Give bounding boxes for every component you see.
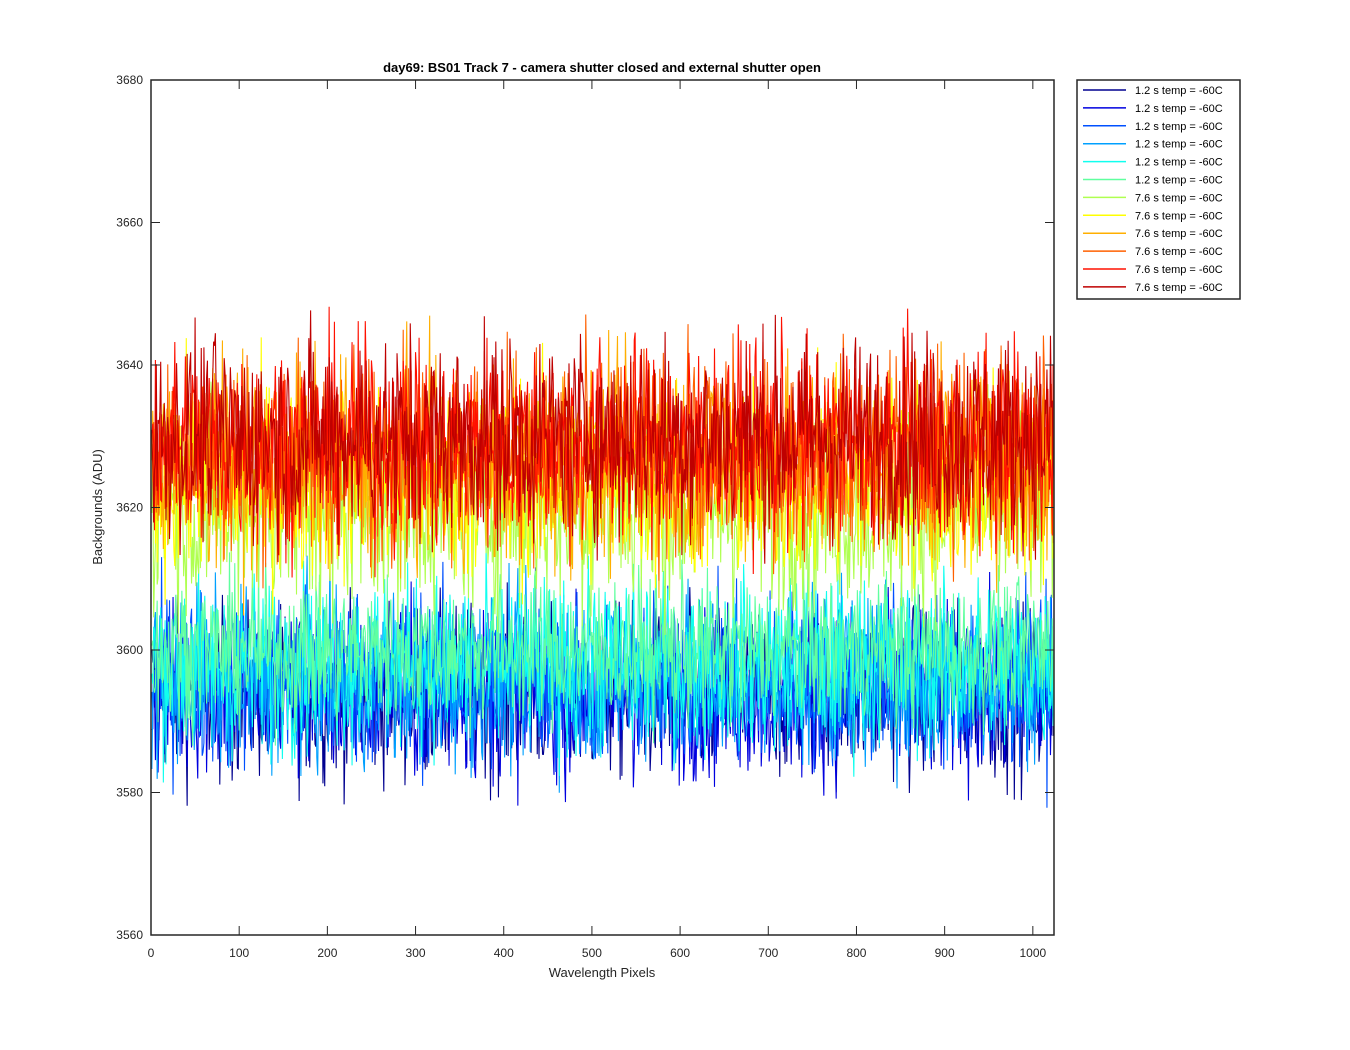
y-axis-label: Backgrounds (ADU) xyxy=(90,449,105,565)
legend-item: 1.2 s temp = -60C xyxy=(1083,85,1223,97)
y-tick-label: 3640 xyxy=(116,358,143,372)
x-tick-label: 0 xyxy=(148,946,155,960)
legend: 1.2 s temp = -60C 1.2 s temp = -60C 1.2 s … xyxy=(1076,79,1241,300)
y-tick-label: 3680 xyxy=(116,73,143,87)
x-tick-label: 900 xyxy=(935,946,955,960)
legend-label: 7.6 s temp = -60C xyxy=(1135,210,1223,222)
legend-item: 7.6 s temp = -60C xyxy=(1083,246,1223,258)
legend-item: 7.6 s temp = -60C xyxy=(1083,228,1223,240)
legend-label: 1.2 s temp = -60C xyxy=(1135,139,1223,151)
legend-label: 1.2 s temp = -60C xyxy=(1135,157,1223,169)
legend-label: 7.6 s temp = -60C xyxy=(1135,228,1223,240)
x-tick-label: 400 xyxy=(494,946,514,960)
legend-label: 7.6 s temp = -60C xyxy=(1135,246,1223,258)
legend-item: 7.6 s temp = -60C xyxy=(1083,282,1223,294)
x-tick-label: 100 xyxy=(229,946,249,960)
legend-item: 7.6 s temp = -60C xyxy=(1083,264,1223,276)
legend-label: 1.2 s temp = -60C xyxy=(1135,103,1223,115)
legend-label: 1.2 s temp = -60C xyxy=(1135,85,1223,97)
y-tick-label: 3560 xyxy=(116,928,143,942)
plot-frame xyxy=(150,79,1055,936)
series-line-6 xyxy=(151,552,1054,746)
legend-item: 1.2 s temp = -60C xyxy=(1083,121,1223,133)
legend-item: 1.2 s temp = -60C xyxy=(1083,157,1223,169)
legend-item: 7.6 s temp = -60C xyxy=(1083,210,1223,222)
y-tick-label: 3660 xyxy=(116,216,143,230)
legend-item: 1.2 s temp = -60C xyxy=(1083,175,1223,187)
y-tick-label: 3620 xyxy=(116,501,143,515)
x-tick-label: 200 xyxy=(317,946,337,960)
legend-box xyxy=(1076,79,1241,300)
y-tick-label: 3580 xyxy=(116,786,143,800)
legend-label: 7.6 s temp = -60C xyxy=(1135,264,1223,276)
legend-label: 7.6 s temp = -60C xyxy=(1135,192,1223,204)
x-tick-label: 600 xyxy=(670,946,690,960)
y-tick-label: 3600 xyxy=(116,643,143,657)
legend-label: 1.2 s temp = -60C xyxy=(1135,121,1223,133)
axis-ticks: 0 100 200 300 400 500 600 700 800 900 1000 3560 3580… xyxy=(116,73,1054,960)
series-line-5 xyxy=(151,547,1054,783)
legend-label: 7.6 s temp = -60C xyxy=(1135,282,1223,294)
legend-items: 1.2 s temp = -60C 1.2 s temp = -60C 1.2 s … xyxy=(1083,85,1223,294)
x-axis-label: Wavelength Pixels xyxy=(549,965,656,980)
x-tick-label: 500 xyxy=(582,946,602,960)
series-group xyxy=(151,306,1054,808)
x-tick-label: 700 xyxy=(758,946,778,960)
x-tick-label: 300 xyxy=(406,946,426,960)
x-tick-label: 1000 xyxy=(1019,946,1046,960)
legend-item: 7.6 s temp = -60C xyxy=(1083,192,1223,204)
legend-item: 1.2 s temp = -60C xyxy=(1083,103,1223,115)
x-tick-label: 800 xyxy=(846,946,866,960)
chart-title: day69: BS01 Track 7 - camera shutter clo… xyxy=(383,60,821,75)
series-line-12 xyxy=(151,310,1054,564)
legend-item: 1.2 s temp = -60C xyxy=(1083,139,1223,151)
legend-label: 1.2 s temp = -60C xyxy=(1135,175,1223,187)
